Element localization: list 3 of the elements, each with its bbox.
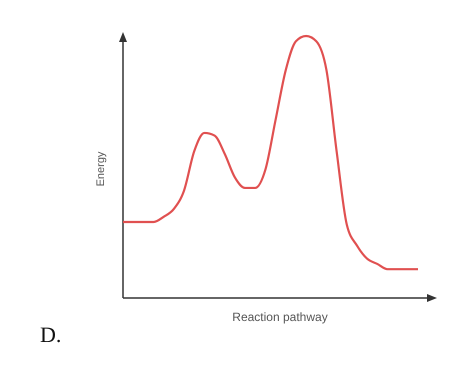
- text: D.: [40, 322, 62, 347]
- x-axis-title: Reaction pathway: [232, 310, 328, 324]
- y-axis-title: Energy: [95, 151, 107, 186]
